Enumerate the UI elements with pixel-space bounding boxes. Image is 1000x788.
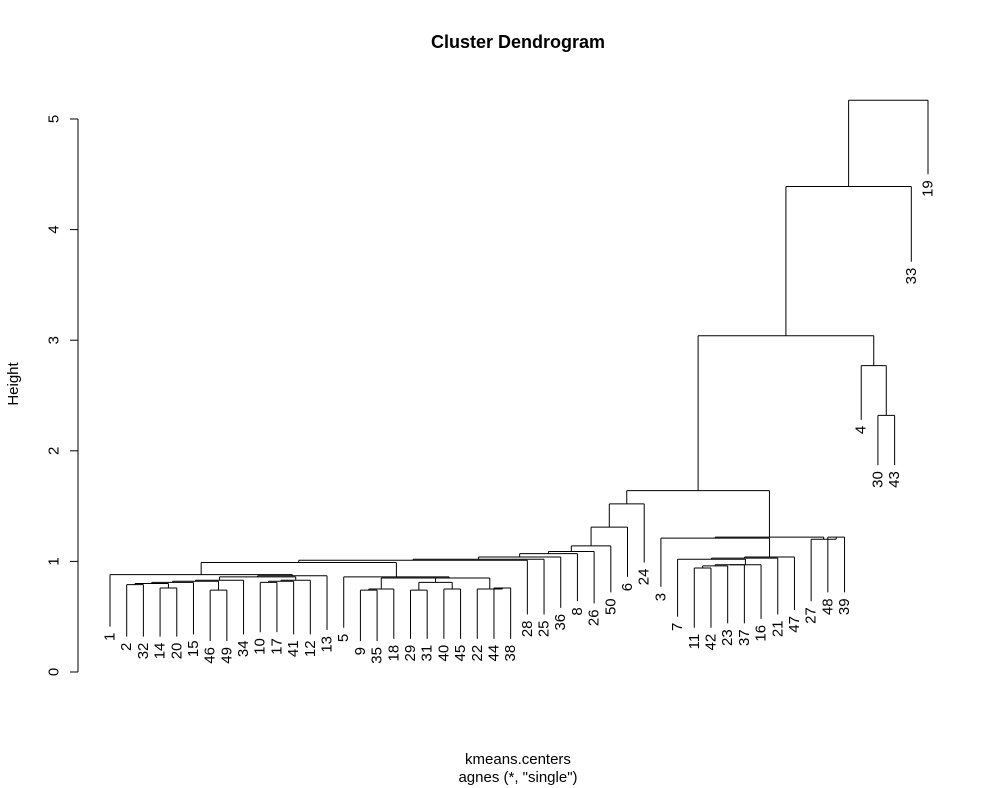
leaf-label: 3 <box>652 593 669 601</box>
y-axis-label: Height <box>5 361 22 405</box>
leaf-label: 49 <box>218 647 235 664</box>
leaf-label: 29 <box>402 645 419 662</box>
dendrogram-tree <box>109 99 929 642</box>
leaf-label: 5 <box>335 634 352 642</box>
x-axis-sublabel: agnes (*, "single") <box>458 769 577 786</box>
leaf-label: 26 <box>586 609 603 626</box>
leaf-label: 11 <box>686 634 703 650</box>
leaf-label: 39 <box>836 598 853 615</box>
leaf-label: 14 <box>152 643 169 660</box>
leaf-label: 37 <box>736 629 753 646</box>
y-tick-label: 3 <box>46 336 63 344</box>
leaf-label: 44 <box>485 645 502 662</box>
y-tick-label: 5 <box>46 115 63 123</box>
leaf-label: 10 <box>252 638 269 655</box>
leaf-label: 16 <box>753 625 770 642</box>
leaf-label: 12 <box>302 640 319 657</box>
leaf-label: 46 <box>202 647 219 664</box>
leaf-labels: 12 32 14 20 15 46 49 34 10 17 41 12 13 59 35 18 29 31 40 45… <box>102 180 937 663</box>
leaf-label: 19 <box>920 180 937 197</box>
leaf-label: 2 <box>118 643 135 651</box>
leaf-label: 43 <box>886 471 903 488</box>
leaf-label: 4 <box>853 426 870 434</box>
leaf-label: 1 <box>102 633 119 641</box>
leaf-label: 27 <box>803 607 820 624</box>
leaf-label: 36 <box>552 614 569 631</box>
leaf-label: 21 <box>769 620 786 637</box>
leaf-label: 35 <box>369 647 386 664</box>
leaf-label: 23 <box>719 629 736 646</box>
y-axis: 0 1 2 3 4 5 <box>46 115 79 676</box>
leaf-label: 42 <box>702 634 719 651</box>
leaf-label: 41 <box>285 640 302 657</box>
leaf-label: 8 <box>569 607 586 615</box>
leaf-label: 25 <box>536 620 553 637</box>
leaf-label: 48 <box>819 598 836 615</box>
leaf-label: 45 <box>452 645 469 662</box>
leaf-label: 47 <box>786 616 803 633</box>
leaf-label: 34 <box>235 640 252 657</box>
leaf-label: 33 <box>903 268 920 285</box>
y-tick-label: 0 <box>46 668 63 676</box>
leaf-label: 7 <box>669 623 686 631</box>
y-tick-label: 4 <box>46 225 63 233</box>
leaf-label: 20 <box>168 643 185 660</box>
y-tick-label: 2 <box>46 447 63 455</box>
leaf-label: 15 <box>185 640 202 657</box>
leaf-label: 9 <box>352 647 369 655</box>
leaf-label: 30 <box>869 471 886 488</box>
leaf-label: 50 <box>602 598 619 615</box>
leaf-label: 6 <box>619 583 636 591</box>
leaf-label: 38 <box>502 645 519 662</box>
leaf-label: 18 <box>385 645 402 662</box>
leaf-label: 31 <box>419 645 436 662</box>
leaf-label: 32 <box>135 643 152 660</box>
x-axis-label: kmeans.centers <box>465 751 571 768</box>
y-tick-label: 1 <box>46 557 63 565</box>
leaf-label: 24 <box>636 569 653 586</box>
leaf-label: 28 <box>519 620 536 637</box>
leaf-label: 22 <box>469 645 486 662</box>
leaf-label: 13 <box>319 636 336 653</box>
chart-title: Cluster Dendrogram <box>431 32 605 52</box>
leaf-label: 40 <box>435 645 452 662</box>
leaf-label: 17 <box>268 638 285 655</box>
